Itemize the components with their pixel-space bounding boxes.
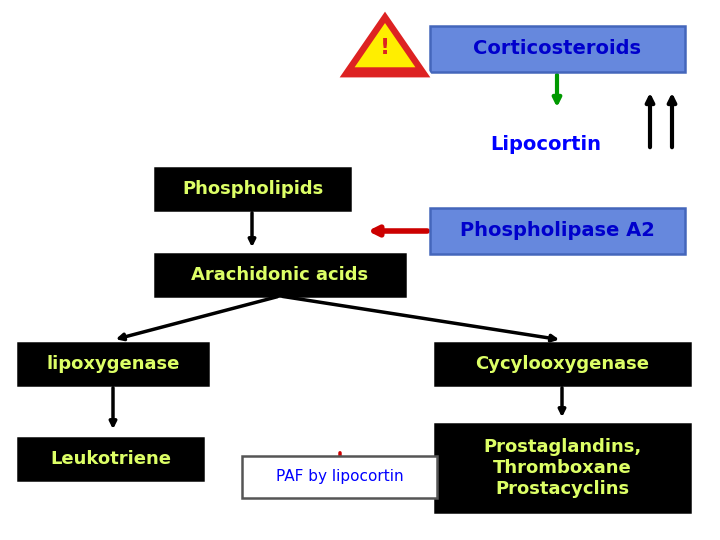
FancyBboxPatch shape bbox=[430, 26, 685, 72]
FancyBboxPatch shape bbox=[155, 168, 350, 210]
Polygon shape bbox=[337, 9, 433, 79]
Text: Phospholipids: Phospholipids bbox=[182, 180, 323, 198]
Polygon shape bbox=[354, 23, 415, 68]
Text: Corticosteroids: Corticosteroids bbox=[474, 39, 642, 58]
Text: Prostaglandins,
Thromboxane
Prostacyclins: Prostaglandins, Thromboxane Prostacyclin… bbox=[483, 438, 642, 498]
FancyBboxPatch shape bbox=[435, 424, 690, 512]
Text: PAF by lipocortin: PAF by lipocortin bbox=[276, 469, 403, 484]
FancyBboxPatch shape bbox=[435, 343, 690, 385]
Text: Arachidonic acids: Arachidonic acids bbox=[192, 266, 369, 284]
FancyBboxPatch shape bbox=[242, 456, 437, 498]
FancyBboxPatch shape bbox=[18, 343, 208, 385]
Text: Phospholipase A2: Phospholipase A2 bbox=[460, 221, 655, 240]
Text: Lipocortin: Lipocortin bbox=[490, 136, 601, 154]
Text: Leukotriene: Leukotriene bbox=[50, 450, 171, 468]
FancyBboxPatch shape bbox=[18, 438, 203, 480]
FancyBboxPatch shape bbox=[155, 254, 405, 296]
Text: lipoxygenase: lipoxygenase bbox=[46, 355, 180, 373]
Text: !: ! bbox=[380, 38, 390, 58]
FancyBboxPatch shape bbox=[430, 208, 685, 254]
Text: Cycylooxygenase: Cycylooxygenase bbox=[475, 355, 649, 373]
